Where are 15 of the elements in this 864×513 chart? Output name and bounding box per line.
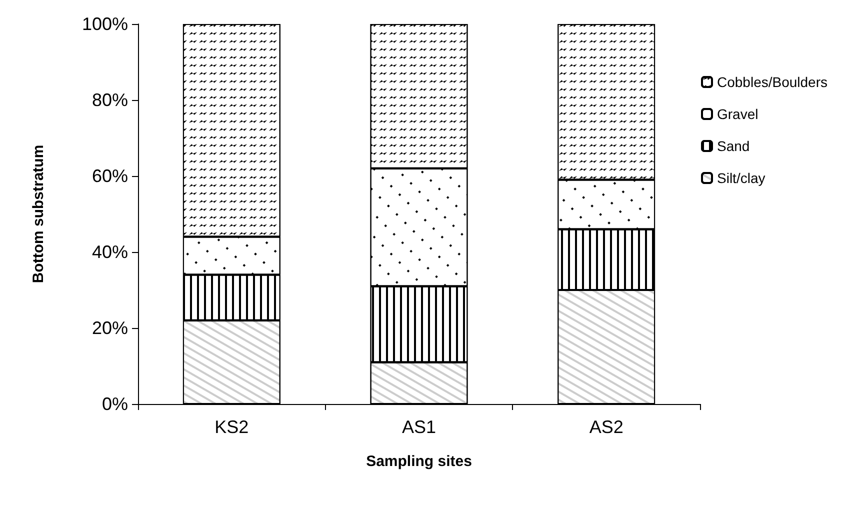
- y-axis-title: Bottom substratum: [30, 144, 47, 284]
- x-tick-label: KS2: [214, 417, 249, 437]
- y-tick-label: 0%: [102, 394, 128, 414]
- y-tick-label: 100%: [82, 14, 128, 34]
- y-tick-label: 80%: [92, 90, 128, 110]
- x-axis-title: Sampling sites: [366, 453, 472, 470]
- x-tick-label: AS2: [589, 417, 624, 437]
- x-tick-label: AS1: [402, 417, 436, 437]
- y-tick-label: 60%: [92, 166, 128, 186]
- y-tick-label: 20%: [92, 318, 128, 338]
- legend-label: Cobbles/Boulders: [717, 74, 828, 90]
- legend-label: Silt/clay: [717, 170, 766, 186]
- legend-label: Sand: [717, 138, 750, 154]
- legend-label: Gravel: [717, 106, 758, 122]
- y-tick-label: 40%: [92, 242, 128, 262]
